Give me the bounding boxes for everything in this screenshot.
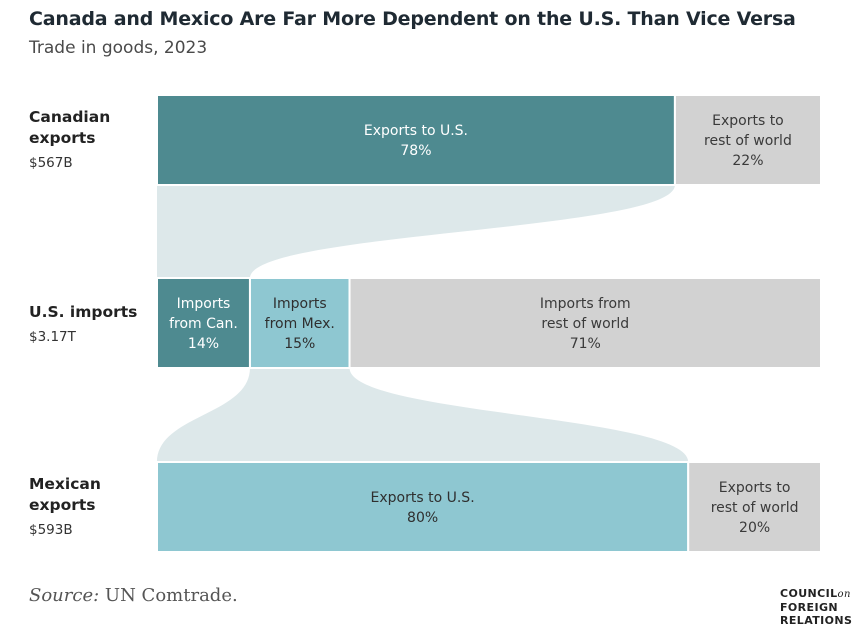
segment-label: Exports to (719, 480, 791, 496)
source-label: Source: (29, 585, 100, 606)
segment-percent-label: 15% (284, 336, 315, 352)
segment-label: from Mex. (265, 316, 335, 332)
segment-label: Exports to U.S. (371, 490, 475, 506)
bar-segment (156, 94, 676, 186)
row-name-line: exports (29, 496, 96, 514)
segment-label: rest of world (711, 500, 799, 516)
segment-percent-label: 71% (570, 336, 601, 352)
segment-label: rest of world (541, 316, 629, 332)
row-label-us-imports: U.S. imports $3.17T (29, 302, 149, 345)
flow-band (157, 185, 675, 278)
row-total: $567B (29, 155, 73, 171)
row-label-mexican-exports: Mexican exports $593B (29, 474, 149, 538)
row-name-line: Canadian (29, 108, 111, 126)
segment-label: Exports to (712, 113, 784, 129)
segment-percent-label: 80% (407, 510, 438, 526)
segment-label: Exports to U.S. (364, 123, 468, 139)
bar-segment (673, 94, 822, 186)
chart-title: Canada and Mexico Are Far More Dependent… (29, 8, 796, 30)
row-label-canadian-exports: Canadian exports $567B (29, 107, 149, 171)
logo-line: RELATIONS (780, 614, 853, 627)
row-name-line: Mexican (29, 475, 101, 493)
chart-subtitle: Trade in goods, 2023 (29, 38, 208, 58)
row-name: Canadian exports (29, 107, 149, 149)
row-name-line: exports (29, 129, 96, 147)
row-name: Mexican exports (29, 474, 149, 516)
source-text: UN Comtrade. (104, 585, 238, 606)
row-total: $593B (29, 522, 73, 538)
segment-label: Imports (177, 296, 231, 312)
bar-segment (687, 461, 823, 553)
segment-label: Imports (273, 296, 327, 312)
row-name-line: U.S. imports (29, 303, 138, 321)
segment-percent-label: 14% (188, 336, 219, 352)
flow-band (157, 368, 689, 462)
segment-label: Imports from (540, 296, 631, 312)
segment-percent-label: 20% (739, 520, 770, 536)
cfr-logo: COUNCILon FOREIGN RELATIONS (780, 587, 852, 627)
segment-label: from Can. (169, 316, 238, 332)
segment-label: rest of world (704, 133, 792, 149)
source-note: Source: UN Comtrade. (29, 585, 238, 606)
segment-percent-label: 78% (400, 143, 431, 159)
row-total: $3.17T (29, 329, 76, 345)
segment-percent-label: 22% (732, 153, 763, 169)
bar-segment (348, 277, 822, 369)
row-name: U.S. imports (29, 302, 149, 323)
logo-line: FOREIGN (780, 601, 838, 614)
logo-on: on (837, 589, 851, 600)
logo-line: COUNCIL (780, 587, 838, 600)
bar-segment (156, 461, 690, 553)
